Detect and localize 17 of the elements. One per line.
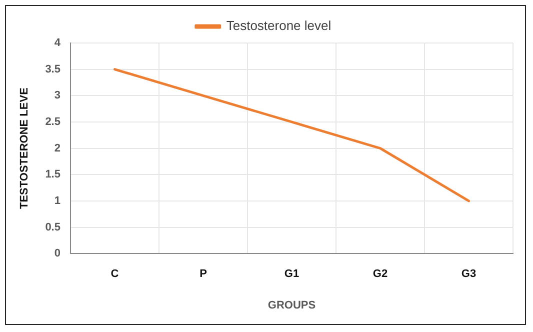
y-tick-label: 1.5 (45, 168, 60, 181)
y-tick-label: 3.5 (45, 63, 60, 76)
y-tick-label: 0 (54, 248, 60, 260)
y-tick-label: 1 (54, 194, 60, 207)
x-tick-label: G1 (284, 268, 300, 280)
x-tick-label: C (110, 268, 119, 280)
y-axis-title: TESTOSTERONE LEVE (18, 88, 31, 210)
x-tick-label: G3 (461, 268, 476, 280)
y-tick-label: 2 (54, 142, 60, 154)
legend-label: Testosterone level (226, 18, 332, 34)
x-axis-title: GROUPS (268, 299, 316, 312)
y-tick-label: 2.5 (45, 116, 60, 128)
x-tick-label: G2 (372, 268, 388, 280)
y-tick-label: 0.5 (45, 221, 60, 234)
y-tick-label: 3 (54, 90, 60, 102)
x-tick-label: P (200, 268, 207, 280)
y-tick-label: 4 (54, 37, 62, 50)
